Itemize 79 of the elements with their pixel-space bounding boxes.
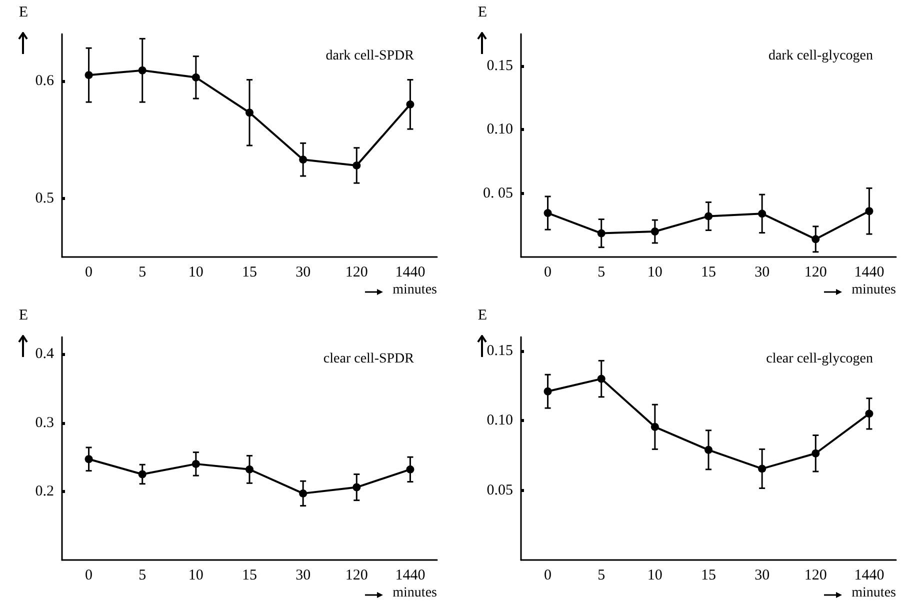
text: dark cell-SPDR — [326, 48, 415, 64]
x-tick-label: 1440 — [395, 264, 426, 280]
x-tick-label: 30 — [754, 568, 770, 584]
point — [758, 210, 766, 218]
y-tick-label: 0.15 — [486, 58, 513, 74]
x-tick-label: 5 — [598, 568, 606, 584]
y-tick-label: 0.6 — [35, 72, 54, 89]
y-tick-label: 0.3 — [35, 414, 54, 431]
point — [812, 449, 820, 458]
y-tick-label: 0.4 — [35, 346, 54, 362]
x-tick-label: 120 — [804, 568, 827, 584]
point — [865, 207, 874, 216]
point — [704, 212, 712, 220]
x-tick-label: 10 — [647, 568, 662, 584]
point — [138, 66, 146, 74]
x-tick-label: 30 — [754, 264, 770, 280]
x-tick-label: 10 — [647, 264, 662, 280]
text: clear cell-SPDR — [323, 352, 415, 366]
point — [352, 161, 361, 170]
x-tick-label: 15 — [701, 264, 716, 280]
x-tick-label: 5 — [598, 264, 606, 280]
x-tick-label: 10 — [188, 568, 204, 584]
x-tick-label: 30 — [296, 568, 311, 584]
point — [192, 73, 200, 82]
x-tick-label: 120 — [345, 568, 368, 584]
x-tick-label: 15 — [242, 568, 257, 584]
y-tick-label: 0.10 — [486, 412, 513, 429]
x-tick-label: 1440 — [854, 568, 884, 584]
point — [246, 465, 254, 474]
y-axis-title: E — [18, 4, 28, 20]
x-tick-label: 0 — [85, 568, 93, 584]
x-tick-label: 120 — [804, 264, 827, 280]
y-tick-label: 0.2 — [35, 483, 54, 500]
x-axis-title: minutes — [392, 282, 437, 298]
point — [758, 464, 766, 473]
x-tick-label: 1440 — [395, 568, 426, 584]
x-tick-label: 5 — [138, 568, 146, 584]
point — [865, 410, 874, 418]
point — [544, 387, 552, 396]
point — [597, 229, 606, 238]
point — [544, 209, 552, 218]
x-axis-title: minutes — [852, 282, 896, 298]
y-axis-title: E — [478, 308, 487, 324]
x-tick-label: 15 — [242, 264, 257, 280]
point — [650, 422, 659, 431]
x-tick-label: 30 — [296, 264, 311, 280]
x-tick-label: 10 — [188, 264, 204, 280]
point — [406, 100, 414, 108]
x-tick-label: 1440 — [854, 264, 884, 280]
x-axis-title: minutes — [852, 586, 896, 600]
y-tick-label: 0.05 — [486, 482, 513, 498]
x-tick-label: 15 — [701, 568, 716, 584]
text: clear cell-glycogen — [766, 352, 874, 366]
y-tick-label: 0.5 — [35, 190, 54, 206]
x-axis-title: minutes — [392, 586, 437, 600]
x-tick-label: 5 — [138, 264, 146, 280]
point — [704, 446, 712, 454]
point — [299, 489, 308, 498]
y-axis-title: E — [18, 308, 28, 324]
x-tick-label: 0 — [85, 264, 93, 280]
point — [406, 465, 414, 474]
point — [299, 156, 308, 164]
point — [246, 108, 254, 117]
point — [812, 235, 820, 244]
x-tick-label: 0 — [544, 264, 552, 280]
x-tick-label: 0 — [544, 568, 552, 584]
point — [650, 228, 659, 236]
point — [192, 460, 200, 468]
point — [84, 455, 93, 464]
y-tick-label: 0.15 — [486, 342, 513, 359]
point — [352, 483, 361, 492]
point — [597, 374, 606, 383]
x-tick-label: 120 — [345, 264, 368, 280]
text: dark cell-glycogen — [768, 48, 873, 64]
y-axis-title: E — [478, 4, 487, 20]
point — [138, 470, 146, 478]
y-tick-label: 0. 05 — [483, 185, 513, 202]
point — [84, 71, 93, 80]
y-tick-label: 0.10 — [486, 122, 513, 138]
